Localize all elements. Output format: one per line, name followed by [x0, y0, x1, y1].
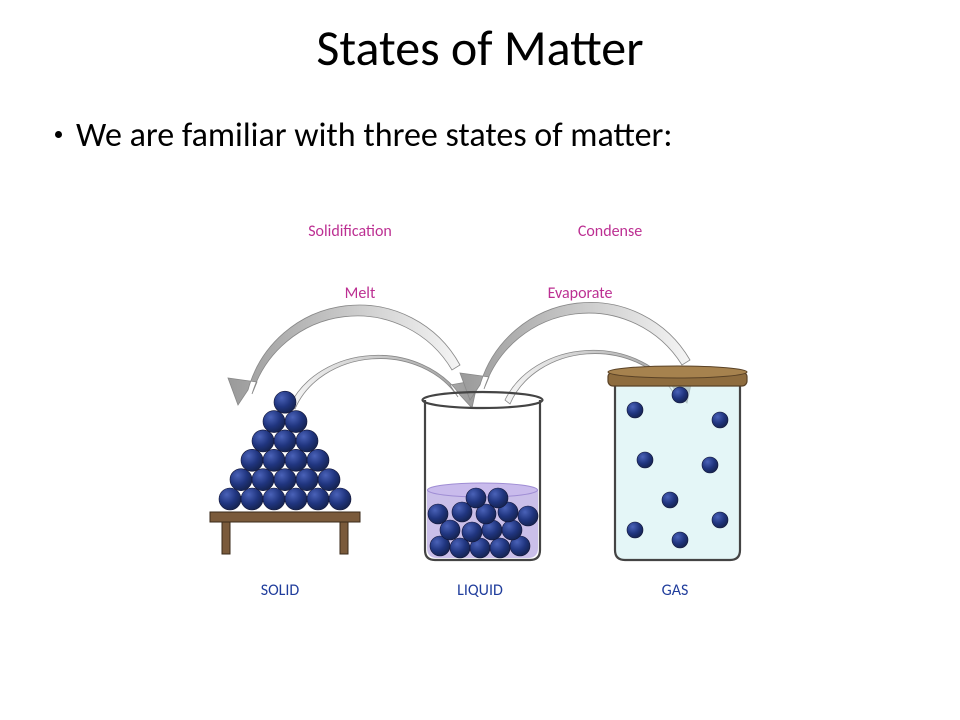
label-liquid: LIQUID: [457, 581, 503, 600]
label-melt: Melt: [345, 284, 376, 303]
label-evaporate: Evaporate: [548, 284, 613, 303]
bullet-item: We are familiar with three states of mat…: [55, 115, 673, 156]
slide: States of Matter We are familiar with th…: [0, 0, 960, 720]
label-solid: SOLID: [261, 581, 300, 600]
liquid-state: [423, 392, 543, 560]
arrow-solidification: [228, 305, 460, 405]
page-title: States of Matter: [0, 18, 960, 79]
label-condense: Condense: [578, 222, 642, 241]
bullet-text: We are familiar with three states of mat…: [76, 115, 673, 156]
states-diagram: Solidification Melt Condense Evaporate: [180, 190, 780, 630]
solid-state: [210, 391, 360, 554]
diagram-svg: Solidification Melt Condense Evaporate: [180, 190, 780, 630]
gas-state: [608, 366, 747, 560]
label-gas: GAS: [662, 581, 689, 600]
label-solidification: Solidification: [308, 222, 392, 241]
bullet-dot: [55, 131, 62, 138]
